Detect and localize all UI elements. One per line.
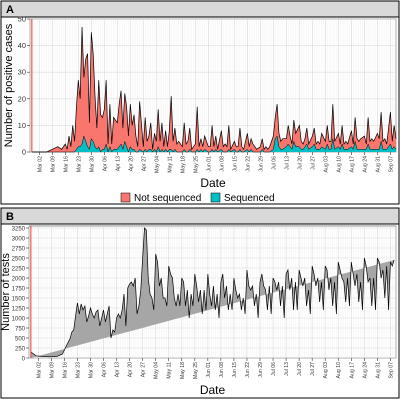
y-tick-label: 30	[18, 68, 26, 77]
x-tick-label: Mar 02	[36, 362, 42, 378]
panel-b-plot: 0 250 500 750 1000 1250 1500 1750 2000 2250 2500 27…	[12, 225, 397, 379]
x-tick-label: May 25	[193, 156, 199, 173]
x-tick-label: Apr 27	[141, 156, 147, 171]
x-tick-label: Jun 22	[245, 156, 251, 172]
y-tick-label: 500	[15, 337, 26, 343]
panel-b-ylabel: Number of tests	[0, 253, 12, 331]
x-tick-label: Mar 09	[49, 362, 55, 378]
y-tick-label: 40	[18, 41, 26, 50]
x-tick-label: Mar 23	[76, 156, 82, 172]
y-tick-label: 3250	[12, 227, 26, 233]
x-tick-label: Mar 02	[37, 156, 43, 172]
x-tick-label: Mar 23	[75, 362, 81, 378]
legend-label-not-sequenced: Not sequenced	[134, 193, 201, 204]
y-tick-label: 0	[22, 148, 26, 157]
x-tick-label: Jul 06	[271, 156, 277, 170]
panel-a-label: A	[6, 4, 14, 16]
x-tick-label: Jul 13	[284, 156, 290, 170]
y-tick-label: 2250	[12, 267, 26, 273]
legend-swatch-not-sequenced	[120, 192, 131, 203]
x-tick-label: Apr 20	[128, 362, 134, 377]
x-tick-label: Aug 17	[349, 156, 355, 173]
line-total	[31, 26, 397, 153]
x-tick-label: Aug 24	[362, 362, 368, 379]
y-tick-label: 1000	[12, 317, 26, 323]
x-tick-label: Aug 17	[349, 362, 355, 379]
x-tick-label: May 25	[193, 362, 199, 379]
x-tick-label: Jun 01	[206, 156, 212, 172]
y-tick-label: 250	[15, 347, 26, 353]
x-tick-label: Aug 10	[336, 156, 342, 173]
y-tick-label: 2500	[12, 257, 26, 263]
x-tick-label: Sep 07	[388, 362, 394, 379]
y-tick-label: 20	[18, 94, 26, 103]
x-tick-label: Jul 20	[297, 156, 303, 170]
x-tick-label: Jul 27	[310, 156, 316, 170]
area-tests	[30, 228, 395, 358]
x-tick-label: Jun 08	[219, 362, 225, 378]
x-tick-label: Mar 30	[89, 156, 95, 172]
y-tick-label: 1750	[12, 287, 26, 293]
y-tick-label: 10	[18, 121, 26, 130]
line-tests	[30, 227, 395, 358]
x-tick-label: Mar 16	[62, 362, 68, 378]
x-tick-label: May 11	[167, 156, 173, 173]
panel-a-xlabel: Date	[200, 176, 226, 190]
x-tick-label: Jun 29	[258, 156, 264, 172]
y-tick-label: 2750	[12, 247, 26, 253]
x-tick-label: Jul 20	[297, 362, 303, 376]
x-tick-label: Aug 03	[323, 156, 329, 173]
x-tick-label: Aug 31	[375, 156, 381, 173]
x-tick-label: May 11	[167, 362, 173, 379]
panel-b-xlabel: Date	[200, 383, 226, 397]
panel-a: A 0 10 20 30 40 50 Mar 02 Mar 09 Mar 16 Mar 23 Mar…	[0, 0, 400, 205]
x-tick-label: Jul 27	[310, 362, 316, 376]
area-sequenced	[31, 136, 396, 152]
x-tick-label: Aug 24	[362, 156, 368, 173]
x-tick-label: Jul 13	[284, 362, 290, 376]
legend-label-sequenced: Sequenced	[224, 193, 275, 204]
x-tick-label: Apr 06	[102, 362, 108, 377]
x-tick-label: Jun 15	[232, 156, 238, 172]
panel-b-label: B	[6, 211, 14, 223]
x-tick-label: Mar 09	[50, 156, 56, 172]
x-tick-label: Apr 27	[141, 362, 147, 377]
y-tick-label: 750	[15, 327, 26, 333]
x-tick-label: May 04	[154, 362, 160, 379]
x-tick-label: Apr 20	[128, 156, 134, 171]
panel-a-plot: 0 10 20 30 40 50 Mar 02 Mar 09 Mar 16 Mar 23 Mar 3…	[18, 15, 397, 173]
panel-b-strip	[0, 207, 400, 225]
panel-a-strip	[0, 0, 400, 18]
x-tick-label: Jun 29	[258, 362, 264, 378]
x-tick-label: Jul 06	[271, 362, 277, 376]
x-tick-label: Jun 22	[245, 362, 251, 378]
x-tick-label: Aug 31	[375, 362, 381, 379]
legend: Not sequenced Sequenced	[120, 192, 275, 204]
x-tick-label: Jun 15	[232, 362, 238, 378]
x-tick-label: May 18	[180, 156, 186, 173]
x-tick-label: May 04	[154, 156, 160, 173]
y-tick-label: 1250	[12, 307, 26, 313]
x-tick-label: Apr 06	[102, 156, 108, 171]
x-tick-label: Mar 16	[63, 156, 69, 172]
y-tick-label: 3000	[12, 237, 26, 243]
y-tick-label: 2000	[12, 277, 26, 283]
x-tick-label: Apr 13	[115, 156, 121, 171]
x-tick-label: Aug 03	[323, 362, 329, 379]
x-tick-label: May 18	[180, 362, 186, 379]
y-tick-label: 1500	[12, 297, 26, 303]
x-tick-label: Mar 30	[88, 362, 94, 378]
x-tick-label: Jun 08	[219, 156, 225, 172]
panel-b: B 0 250 500 750 1000 1250 1500 1750 2000 2250 2500…	[0, 207, 400, 399]
panel-a-ylabel: Number of positive cases	[3, 23, 15, 147]
y-tick-label: 0	[22, 357, 26, 363]
x-tick-label: Sep 07	[388, 156, 394, 173]
x-tick-label: Aug 10	[336, 362, 342, 379]
x-tick-label: Jun 01	[206, 362, 212, 378]
line-sequenced	[31, 135, 397, 153]
y-tick-label: 50	[18, 15, 26, 24]
legend-swatch-sequenced	[210, 192, 221, 203]
x-tick-label: Apr 13	[115, 362, 121, 377]
